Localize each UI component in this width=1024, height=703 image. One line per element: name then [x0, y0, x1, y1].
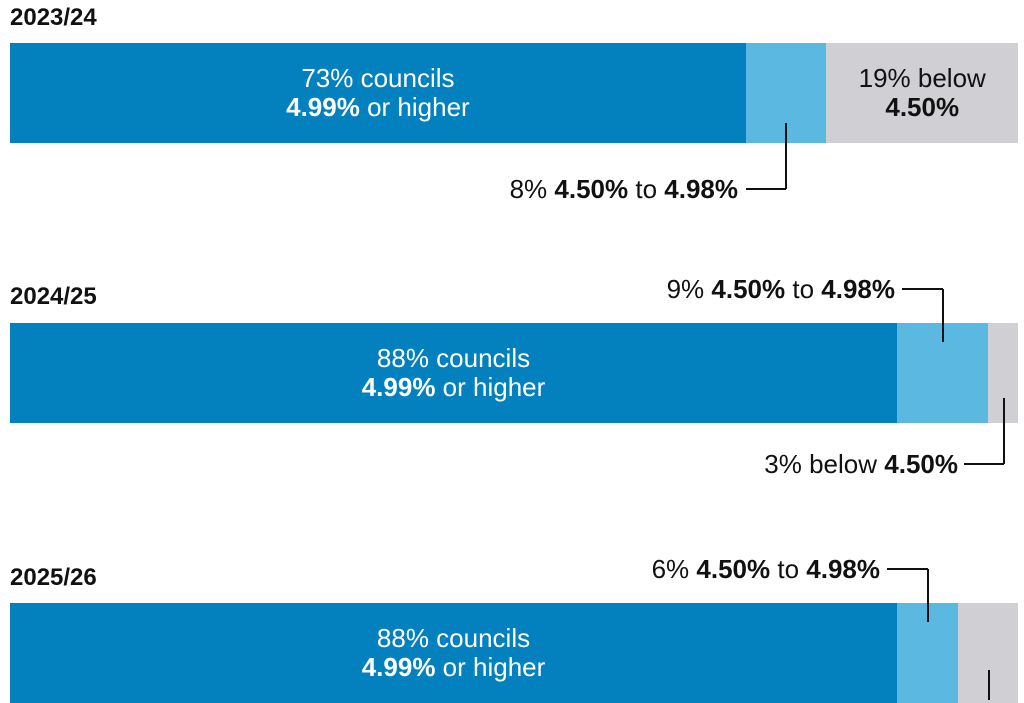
label-bold: 4.98% [664, 174, 738, 204]
callout-mid: 9% 4.50% to 4.98% [667, 274, 895, 304]
callout-leader-line [927, 569, 929, 622]
segment-label-low: 19% below 4.50% [826, 43, 1018, 143]
label-line: 73% councils [301, 63, 455, 93]
segment-low [987, 323, 1018, 423]
label-bold: 4.50% [711, 274, 786, 304]
label-text: to [770, 554, 807, 584]
label-text: or higher [435, 372, 546, 402]
label-text: 9% [666, 274, 712, 304]
label-text: 3% below [764, 449, 885, 479]
label-bold: 4.99% [286, 92, 360, 122]
segment-label-high: 88% councils 4.99% or higher [10, 603, 897, 703]
callout-leader-line [746, 188, 786, 190]
year-title: 2024/25 [10, 283, 97, 310]
segment-high [10, 43, 746, 143]
segment-label-high: 73% councils 4.99% or higher [10, 43, 746, 143]
label-line: 4.99% or higher [362, 653, 546, 682]
label-text: to [785, 274, 822, 304]
year-title: 2025/26 [10, 564, 97, 591]
segment-low [826, 43, 1018, 143]
callout-leader-line [988, 670, 990, 700]
bar-2023-24: 73% councils 4.99% or higher 19% below 4.50… [10, 43, 1018, 143]
label-bold: 4.98% [806, 554, 880, 584]
label-line: 88% councils [376, 343, 531, 373]
segment-high [10, 323, 898, 423]
label-bold: 4.99% [361, 372, 436, 402]
callout-leader-line [887, 568, 928, 570]
callout-leader-line [942, 289, 944, 342]
label-text: 6% [651, 554, 697, 584]
label-text: 8% [509, 174, 555, 204]
callout-mid: 6% 4.50% to 4.98% [652, 554, 880, 584]
label-text: or higher [359, 92, 470, 122]
label-text: to [628, 174, 665, 204]
label-line: 19% below [858, 63, 986, 93]
label-line: 88% councils [376, 623, 531, 653]
callout-leader-line [785, 123, 787, 189]
callout-low: 3% below 4.50% [764, 449, 958, 479]
label-line: 4.99% or higher [286, 93, 470, 122]
label-bold: 4.50% [884, 449, 958, 479]
callout-mid: 8% 4.50% to 4.98% [510, 174, 738, 204]
callout-leader-line [964, 463, 1004, 465]
callout-leader-line [1003, 398, 1005, 464]
label-bold: 4.99% [361, 652, 436, 682]
callout-leader-line [902, 288, 943, 290]
label-line: 4.99% or higher [362, 373, 546, 402]
label-text: or higher [435, 652, 546, 682]
label-bold: 4.98% [821, 274, 895, 304]
bar-2024-25: 88% councils 4.99% or higher [10, 323, 1018, 423]
label-bold: 4.50% [696, 554, 771, 584]
label-bold: 4.50% [885, 92, 960, 122]
segment-label-high: 88% councils 4.99% or higher [10, 323, 897, 423]
year-title: 2023/24 [10, 4, 97, 31]
label-bold: 4.50% [554, 174, 629, 204]
bar-2025-26: 88% councils 4.99% or higher [10, 603, 1018, 703]
